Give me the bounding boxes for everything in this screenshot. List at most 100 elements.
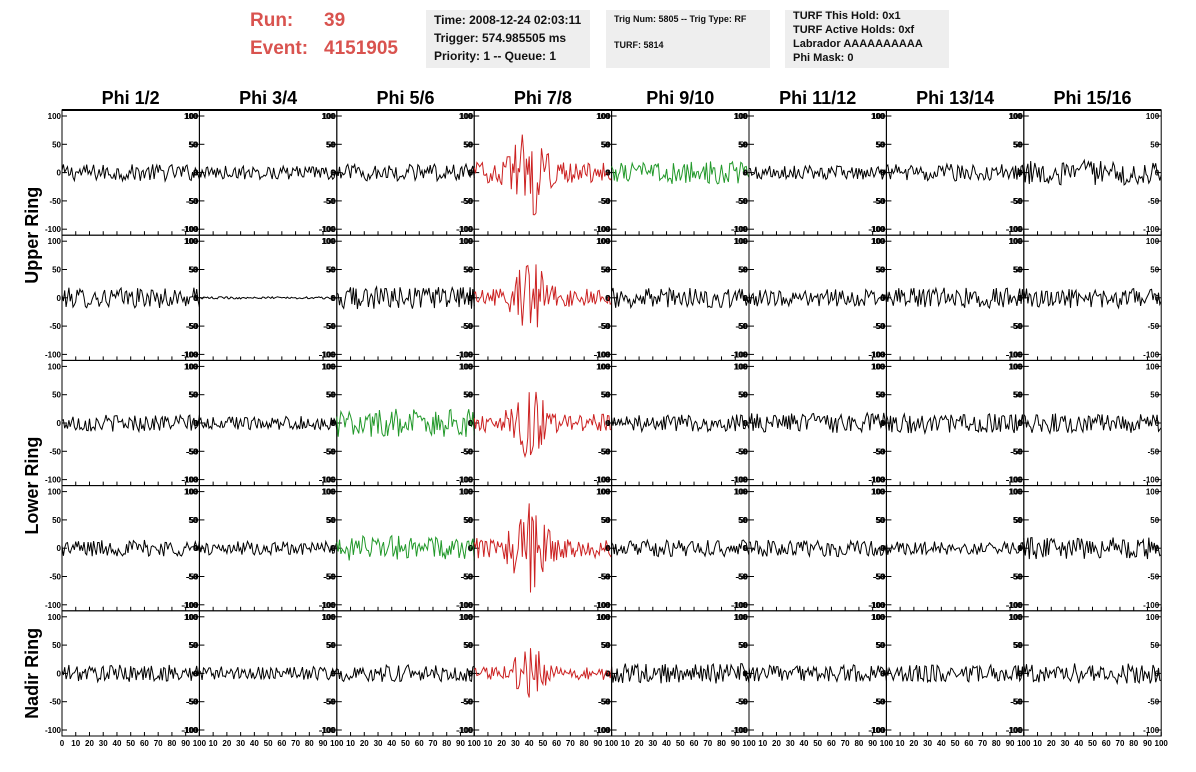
waveform-trace xyxy=(473,134,612,216)
y-tick-label-right: 0 xyxy=(1017,669,1022,678)
y-tick-label-right: 50 xyxy=(188,641,197,650)
x-tick-label: 10 xyxy=(209,739,218,748)
y-tick-label-right: -50 xyxy=(735,698,747,707)
x-tick-label: 100 xyxy=(330,739,344,748)
plot-frame xyxy=(611,109,750,236)
y-tick-label-right: -100 xyxy=(594,476,611,485)
y-tick-label-left: -100 xyxy=(1007,601,1024,610)
y-tick-label-left: -50 xyxy=(874,447,886,456)
y-tick-label-right: 100 xyxy=(321,362,335,371)
y-tick-label-left: -100 xyxy=(732,476,749,485)
y-tick-label-right: 100 xyxy=(871,613,885,622)
y-tick-label-right: -100 xyxy=(1143,726,1160,735)
y-tick-label-right: -50 xyxy=(1010,698,1022,707)
y-tick-label-left: -100 xyxy=(869,476,886,485)
x-tick-label: 20 xyxy=(360,739,369,748)
y-tick-label-left: 100 xyxy=(872,613,886,622)
y-tick-label-left: -50 xyxy=(324,698,336,707)
y-tick-label-right: 0 xyxy=(193,669,198,678)
y-tick-label-left: 0 xyxy=(57,669,62,678)
y-tick-label-left: 0 xyxy=(744,669,749,678)
y-tick-label-right: -100 xyxy=(456,225,473,234)
y-tick-label-left: 100 xyxy=(1009,362,1023,371)
y-tick-label-right: 50 xyxy=(601,266,610,275)
y-tick-label-left: 100 xyxy=(735,362,749,371)
plot-frame xyxy=(473,610,613,737)
y-tick-label-right: 0 xyxy=(330,294,335,303)
x-tick-label: 70 xyxy=(841,739,850,748)
waveform-trace xyxy=(336,162,475,183)
trig-num-text: Trig Num: 5805 -- Trig Type: RF xyxy=(614,14,747,24)
x-tick-label: 50 xyxy=(951,739,960,748)
plot-frame xyxy=(885,485,1025,612)
y-tick-label-left: 50 xyxy=(464,266,473,275)
y-tick-label-right: 100 xyxy=(184,237,198,246)
x-tick-label: 100 xyxy=(468,739,482,748)
y-tick-label-right: -50 xyxy=(735,322,747,331)
waveform-trace xyxy=(61,163,200,183)
y-tick-label-left: -100 xyxy=(320,726,337,735)
x-tick-label: 90 xyxy=(868,739,877,748)
y-tick-label-right: -100 xyxy=(181,476,198,485)
y-tick-label-right: -50 xyxy=(873,447,885,456)
x-tick-label: 10 xyxy=(346,739,355,748)
y-tick-label-left: -50 xyxy=(187,698,199,707)
x-tick-label: 40 xyxy=(937,739,946,748)
x-tick-label: 80 xyxy=(167,739,176,748)
y-tick-label-right: 0 xyxy=(193,169,198,178)
waveform-trace xyxy=(886,162,1025,182)
y-tick-label-left: -100 xyxy=(182,350,199,359)
y-tick-label-left: 100 xyxy=(48,613,62,622)
x-tick-label: 30 xyxy=(511,739,520,748)
waveform-trace xyxy=(1023,158,1162,186)
y-tick-label-left: -100 xyxy=(182,601,199,610)
x-tick-label: 20 xyxy=(497,739,506,748)
y-tick-label-left: -50 xyxy=(599,698,611,707)
phi-mask-text: Phi Mask: 0 xyxy=(793,52,854,64)
y-tick-label-left: 100 xyxy=(597,488,611,497)
y-tick-label-left: 100 xyxy=(1009,112,1023,121)
y-tick-label-right: 100 xyxy=(596,488,610,497)
y-tick-label-right: 50 xyxy=(1150,140,1159,149)
y-tick-label-left: 0 xyxy=(194,294,199,303)
plot-frame xyxy=(336,610,475,737)
y-tick-label-left: 50 xyxy=(602,266,611,275)
y-tick-label-left: -50 xyxy=(736,447,748,456)
y-tick-label-left: -50 xyxy=(462,698,474,707)
y-tick-label-right: -100 xyxy=(1143,476,1160,485)
y-tick-label-right: -50 xyxy=(461,573,473,582)
y-tick-label-right: 50 xyxy=(463,516,472,525)
y-tick-label-left: -100 xyxy=(457,476,474,485)
y-tick-label-left: -100 xyxy=(869,350,886,359)
y-tick-label-left: -50 xyxy=(874,197,886,206)
x-tick-label: 80 xyxy=(305,739,314,748)
waveform-trace xyxy=(61,413,200,434)
x-tick-label: 70 xyxy=(429,739,438,748)
y-tick-label-right: 100 xyxy=(459,112,473,121)
y-tick-label-left: 50 xyxy=(327,391,336,400)
y-tick-label-right: -50 xyxy=(735,447,747,456)
y-tick-label-right: -50 xyxy=(873,197,885,206)
y-tick-label-left: -100 xyxy=(457,601,474,610)
waveform-trace xyxy=(1023,287,1162,310)
y-tick-label-left: 100 xyxy=(872,237,886,246)
y-tick-label-left: 50 xyxy=(1014,641,1023,650)
x-tick-label: 30 xyxy=(1061,739,1070,748)
y-tick-label-right: 100 xyxy=(734,488,748,497)
y-tick-label-left: 0 xyxy=(881,419,886,428)
y-tick-label-left: 100 xyxy=(48,112,62,121)
ring-label: Nadir Ring xyxy=(22,628,42,719)
y-tick-label-right: 50 xyxy=(1150,641,1159,650)
y-tick-label-right: -50 xyxy=(1148,698,1160,707)
x-tick-label: 90 xyxy=(731,739,740,748)
waveform-trace xyxy=(473,264,612,328)
y-tick-label-right: -100 xyxy=(456,476,473,485)
y-tick-label-left: -100 xyxy=(869,225,886,234)
x-tick-label: 100 xyxy=(1155,739,1169,748)
y-tick-label-right: 50 xyxy=(601,140,610,149)
y-tick-label-right: 100 xyxy=(459,237,473,246)
y-tick-label-right: -50 xyxy=(323,573,335,582)
y-tick-label-left: 50 xyxy=(52,641,61,650)
x-tick-label: 40 xyxy=(113,739,122,748)
